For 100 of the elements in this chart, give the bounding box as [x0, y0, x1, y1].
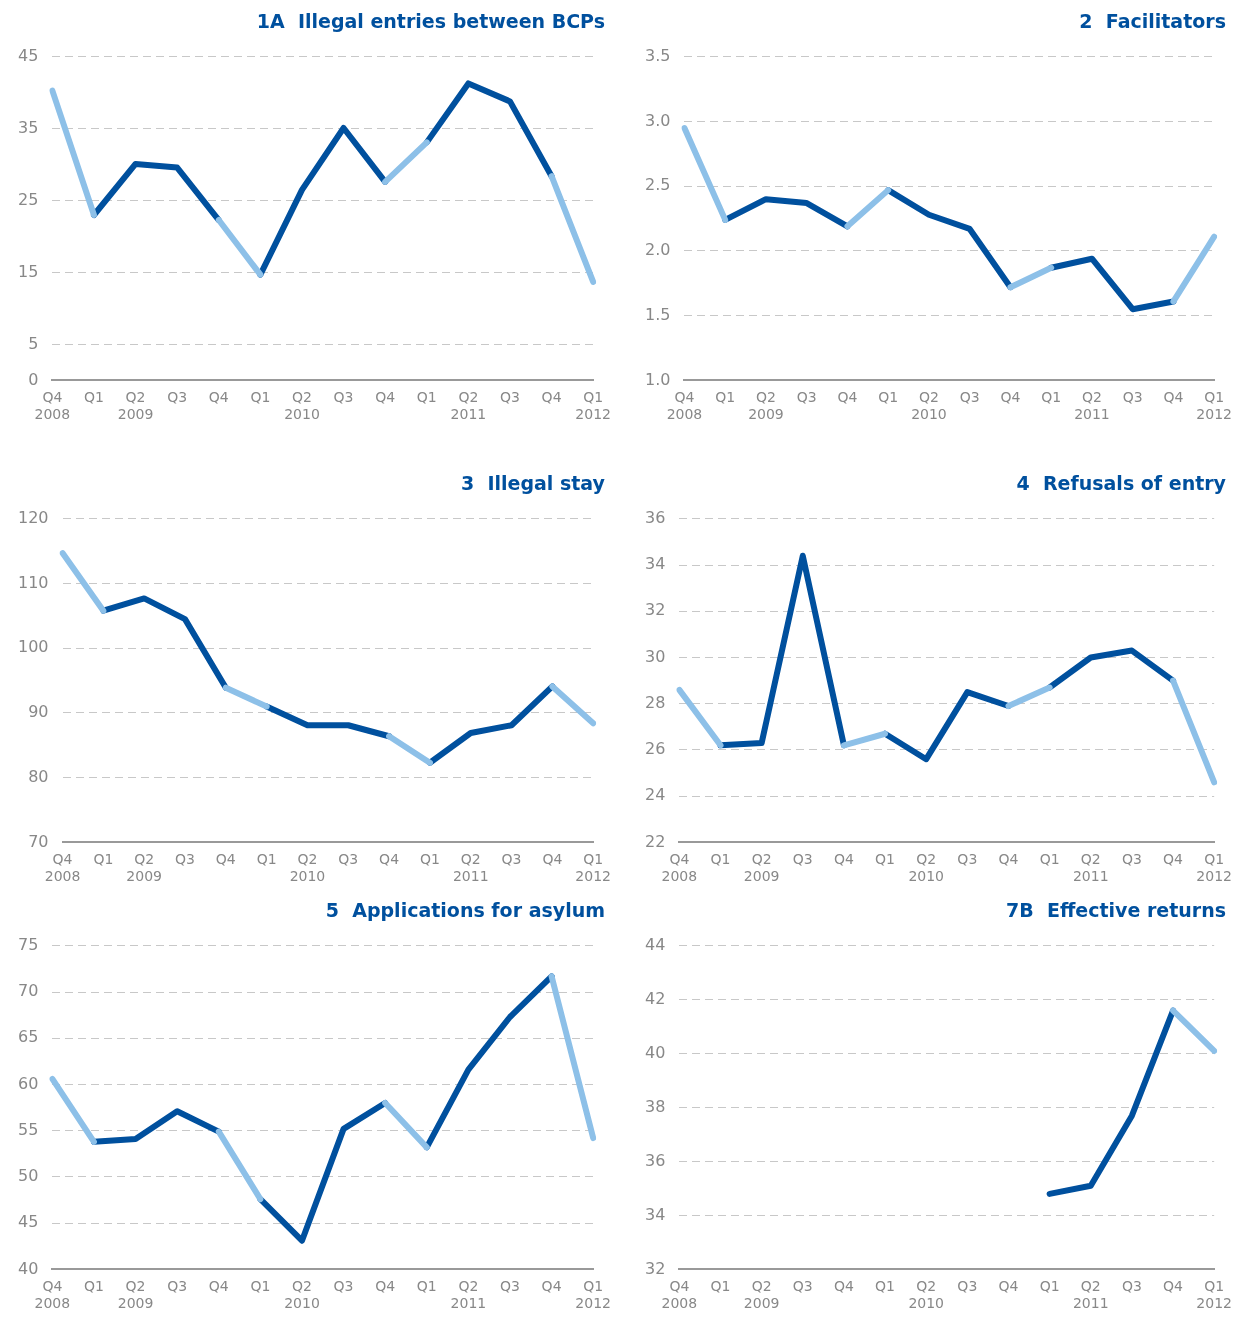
y-tick-label: 55	[18, 1119, 39, 1139]
y-tick-label: 2.5	[644, 175, 671, 195]
y-tick-label: 24	[645, 785, 666, 805]
y-tick-label: 34	[645, 554, 666, 574]
x-tick-label: Q1 2012	[1196, 1278, 1233, 1312]
x-tick-label: Q4 2008	[666, 389, 703, 423]
x-tick-label: Q1	[83, 1278, 104, 1295]
chart-title: 2 Facilitators	[1079, 10, 1226, 33]
x-tick-label: Q4	[379, 851, 400, 868]
x-tick-label: Q2 2010	[284, 389, 320, 423]
y-tick-label: 90	[28, 702, 49, 722]
x-tick-label: Q4	[1163, 1278, 1184, 1295]
x-tick-label: Q3	[792, 851, 813, 868]
x-tick-label: Q1	[878, 389, 899, 406]
y-tick-label: 2.0	[644, 240, 671, 260]
x-tick-label: Q4	[215, 851, 236, 868]
x-tick-label: Q4 2008	[661, 1278, 698, 1312]
x-tick-label: Q2 2011	[450, 389, 487, 423]
x-tick-label: Q1	[419, 851, 440, 868]
x-tick-label: Q2 2010	[908, 851, 945, 885]
y-tick-label: 15	[18, 261, 39, 281]
y-tick-label: 50	[18, 1166, 39, 1186]
x-tick-label: Q1 2012	[575, 1278, 612, 1312]
x-tick-label: Q4 2008	[661, 851, 698, 885]
y-tick-label: 32	[645, 600, 666, 620]
y-tick-label: 60	[18, 1073, 39, 1093]
x-tick-label: Q2 2009	[743, 851, 780, 885]
y-tick-label: 5	[28, 333, 39, 353]
x-tick-label: Q3	[1122, 389, 1143, 406]
x-tick-label: Q1	[1041, 389, 1062, 406]
x-tick-label: Q4	[833, 851, 854, 868]
x-tick-label: Q1	[1039, 1278, 1060, 1295]
x-tick-label: Q4	[375, 389, 396, 406]
y-tick-label: 120	[17, 507, 49, 527]
x-tick-label: Q1	[416, 1278, 437, 1295]
x-tick-label: Q2 2010	[911, 389, 947, 423]
x-tick-label: Q1	[710, 851, 731, 868]
x-tick-label: Q2 2010	[289, 851, 326, 885]
y-tick-label: 3.5	[644, 45, 671, 65]
x-tick-label: Q3	[500, 1278, 520, 1295]
x-tick-label: Q3	[167, 1278, 188, 1295]
x-tick-label: Q3	[792, 1278, 813, 1295]
x-tick-label: Q4	[837, 389, 858, 406]
x-tick-label: Q3	[501, 851, 522, 868]
x-tick-label: Q1	[256, 851, 277, 868]
x-tick-label: Q2 2010	[284, 1278, 320, 1312]
y-tick-label: 1.5	[644, 304, 671, 324]
x-tick-label: Q1	[250, 1278, 271, 1295]
y-tick-label: 28	[645, 692, 666, 712]
y-tick-label: 1.0	[644, 369, 671, 389]
y-tick-label: 32	[645, 1258, 666, 1278]
x-tick-label: Q4	[833, 1278, 854, 1295]
x-tick-label: Q1	[875, 1278, 896, 1295]
y-tick-label: 40	[645, 1042, 666, 1062]
x-tick-label: Q2 2009	[126, 851, 162, 885]
x-tick-label: Q1	[710, 1278, 731, 1295]
y-tick-label: 35	[18, 117, 39, 137]
x-tick-label: Q2 2009	[743, 1278, 780, 1312]
y-tick-label: 0	[28, 369, 39, 389]
x-tick-label: Q2 2009	[748, 389, 784, 423]
y-tick-label: 22	[645, 831, 666, 851]
y-tick-label: 70	[28, 831, 49, 851]
x-tick-label: Q4	[1000, 389, 1021, 406]
x-tick-label: Q3	[1121, 851, 1142, 868]
y-tick-label: 26	[645, 739, 666, 759]
x-tick-label: Q3	[333, 1278, 354, 1295]
x-tick-label: Q4	[542, 851, 563, 868]
y-tick-label: 44	[645, 934, 666, 954]
x-tick-label: Q3	[796, 389, 817, 406]
x-tick-label: Q3	[957, 851, 978, 868]
x-tick-label: Q1 2012	[1196, 851, 1233, 885]
x-tick-label: Q2 2011	[1072, 851, 1109, 885]
x-tick-label: Q4	[541, 1278, 562, 1295]
x-tick-label: Q3	[167, 389, 188, 406]
x-tick-label: Q2 2011	[1074, 389, 1110, 423]
x-tick-label: Q3	[1121, 1278, 1142, 1295]
y-tick-label: 34	[645, 1204, 666, 1224]
y-tick-label: 42	[645, 988, 666, 1008]
x-tick-label: Q4	[541, 389, 562, 406]
y-tick-label: 36	[645, 1150, 666, 1170]
y-tick-label: 25	[18, 189, 39, 209]
x-tick-label: Q4	[998, 1278, 1019, 1295]
x-tick-label: Q1	[93, 851, 114, 868]
x-tick-label: Q2 2011	[452, 851, 489, 885]
x-tick-label: Q2 2011	[1072, 1278, 1109, 1312]
x-tick-label: Q1	[83, 389, 104, 406]
x-tick-label: Q1	[1039, 851, 1060, 868]
y-tick-label: 110	[17, 572, 49, 592]
x-tick-label: Q4 2008	[34, 1278, 71, 1312]
x-tick-label: Q3	[333, 389, 354, 406]
x-tick-label: Q4	[1163, 851, 1184, 868]
x-tick-label: Q1 2012	[575, 851, 612, 885]
x-tick-label: Q4 2008	[34, 389, 71, 423]
x-tick-label: Q1 2012	[575, 389, 612, 423]
x-tick-label: Q3	[959, 389, 980, 406]
x-tick-label: Q1	[715, 389, 736, 406]
x-tick-label: Q4	[1163, 389, 1184, 406]
y-tick-label: 36	[645, 507, 666, 527]
x-tick-label: Q4	[375, 1278, 396, 1295]
y-tick-label: 30	[645, 646, 666, 666]
